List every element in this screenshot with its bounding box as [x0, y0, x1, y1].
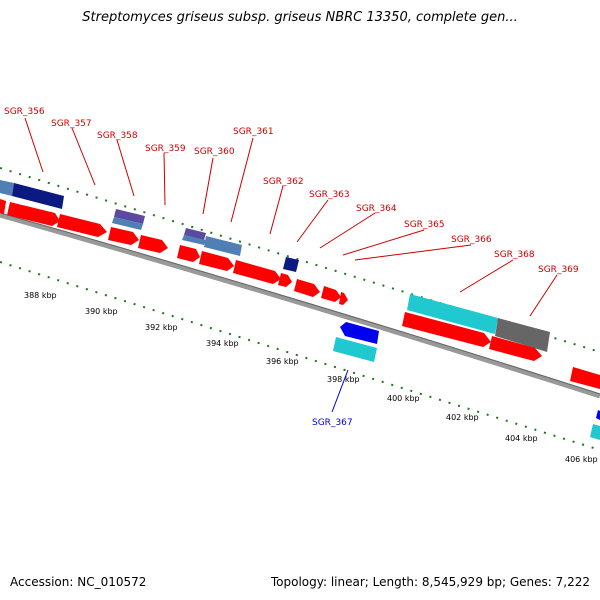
gene-feature[interactable] [283, 257, 299, 272]
gene-label-group: SGR_356 SGR_357 SGR_358 SGR_359 SGR_360 … [4, 107, 579, 275]
ruler-label: 402 kbp [446, 413, 479, 422]
backbone-edge [0, 212, 600, 395]
gene-feature[interactable] [204, 236, 242, 256]
accession-text: Accession: NC_010572 [10, 575, 147, 589]
gene-label[interactable]: SGR_359 [145, 144, 186, 154]
ruler-label: 406 kbp [565, 455, 598, 464]
gene-feature[interactable] [590, 424, 600, 440]
ruler-label: 388 kbp [24, 291, 57, 300]
ruler-label: 394 kbp [206, 339, 239, 348]
label-leaders [24, 117, 558, 317]
ruler-label: 400 kbp [387, 394, 420, 403]
gene-label[interactable]: SGR_364 [356, 204, 397, 214]
gene-feature[interactable] [495, 318, 550, 352]
gene-feature[interactable] [112, 217, 143, 230]
gene-feature[interactable] [339, 292, 348, 305]
gene-feature[interactable] [0, 180, 14, 196]
gene-feature[interactable] [57, 214, 107, 237]
gene-label[interactable]: SGR_365 [404, 220, 445, 230]
gene-label[interactable]: SGR_356 [4, 107, 45, 117]
gene-feature[interactable] [570, 367, 600, 389]
gene-label[interactable]: SGR_368 [494, 250, 535, 260]
ruler-label: 398 kbp [327, 375, 360, 384]
gene-track-forward [0, 199, 600, 389]
topology-text: Topology: linear; Length: 8,545,929 bp; … [270, 575, 590, 589]
gene-track-reverse [333, 322, 600, 440]
gene-feature[interactable] [321, 286, 341, 302]
footer: Accession: NC_010572 Topology: linear; L… [10, 575, 590, 589]
gene-label[interactable]: SGR_361 [233, 127, 274, 137]
gene-feature[interactable] [7, 202, 60, 226]
gene-feature[interactable] [182, 235, 206, 245]
gene-label[interactable]: SGR_367 [312, 418, 353, 428]
gene-feature[interactable] [278, 273, 292, 287]
gene-feature[interactable] [184, 228, 206, 240]
ruler-label: 404 kbp [505, 434, 538, 443]
map-title: Streptomyces griseus subsp. griseus NBRC… [82, 10, 518, 25]
gene-feature[interactable] [402, 312, 491, 347]
gene-feature[interactable] [489, 336, 542, 361]
gene-feature[interactable] [138, 235, 168, 253]
backbone [0, 212, 600, 399]
ruler-label: 390 kbp [85, 307, 118, 316]
ruler-label: 396 kbp [266, 357, 299, 366]
gene-label[interactable]: SGR_369 [538, 265, 579, 275]
gene-feature[interactable] [199, 251, 234, 271]
gene-feature[interactable] [407, 294, 498, 334]
ruler-label: 392 kbp [145, 323, 178, 332]
gene-label[interactable]: SGR_360 [194, 147, 235, 157]
gene-label[interactable]: SGR_362 [263, 177, 304, 187]
gene-feature[interactable] [108, 227, 139, 245]
gene-label[interactable]: SGR_357 [51, 119, 92, 129]
gene-feature[interactable] [177, 245, 200, 262]
gene-feature[interactable] [114, 209, 145, 224]
gene-feature[interactable] [233, 260, 281, 284]
gene-feature[interactable] [333, 337, 377, 362]
label-leader-reverse [331, 369, 349, 413]
gene-feature[interactable] [0, 199, 6, 214]
gene-feature[interactable] [596, 410, 600, 420]
gene-track-upper [0, 180, 550, 352]
gene-feature[interactable] [12, 183, 64, 209]
gene-label[interactable]: SGR_363 [309, 190, 350, 200]
ruler-label-group: 388 kbp 390 kbp 392 kbp 394 kbp 396 kbp … [24, 291, 598, 464]
gene-label[interactable]: SGR_366 [451, 235, 492, 245]
gene-label[interactable]: SGR_358 [97, 131, 138, 141]
gene-feature[interactable] [294, 279, 320, 297]
gene-feature[interactable] [340, 322, 379, 344]
